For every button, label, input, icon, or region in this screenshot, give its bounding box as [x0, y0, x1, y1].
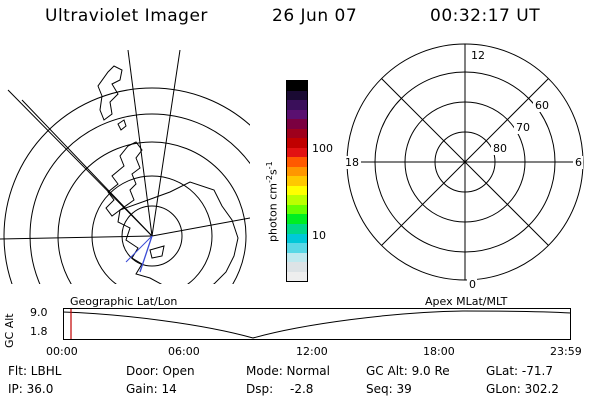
geographic-map — [0, 50, 250, 284]
label-bg — [491, 142, 508, 155]
geo-lat-circle — [91, 175, 213, 284]
dsp-label: Dsp: — [246, 382, 274, 396]
geo-meridian — [127, 50, 153, 237]
coastline-island — [117, 119, 127, 131]
colorbar-swatch — [287, 138, 307, 148]
colorbar-swatch — [287, 166, 307, 177]
coastline-antarctica — [117, 181, 239, 284]
door-readout: Door: Open — [126, 364, 195, 378]
colorbar-tick-label: 10 — [312, 229, 326, 242]
header-time: 00:32:17 UT — [430, 6, 541, 26]
colorbar — [286, 80, 308, 282]
colorbar-swatch — [287, 204, 307, 215]
colorbar-swatch — [287, 128, 307, 139]
timeline-y-label: GC Alt — [3, 313, 16, 348]
colorbar-swatch — [287, 147, 307, 158]
filter-readout: Flt: LBHL — [8, 364, 62, 378]
colorbar-swatch — [287, 109, 307, 120]
colorbar-swatch — [287, 223, 307, 234]
timeline-x-tick: 12:00 — [296, 345, 328, 358]
label-bg — [343, 156, 361, 169]
polar-meridian-diag — [381, 78, 549, 246]
timeline-y-tick: 1.8 — [30, 325, 48, 338]
colorbar-swatch — [287, 157, 307, 167]
timeline-x-tick: 18:00 — [423, 345, 455, 358]
geo-meridian — [0, 235, 153, 240]
mlt-label-0: 0 — [469, 278, 476, 291]
glon-readout: GLon: 302.2 — [486, 382, 559, 396]
coastline-antarctic-peninsula — [105, 141, 143, 217]
polar-caption: Apex MLat/MLT — [425, 295, 508, 308]
lat-label-80: 80 — [493, 142, 507, 155]
colorbar-swatch — [287, 271, 307, 282]
label-bg — [514, 121, 531, 134]
geo-lat-circle — [57, 141, 247, 284]
coastline-ice-shelf — [149, 245, 165, 259]
instrument-title: Ultraviolet Imager — [45, 6, 208, 26]
colorbar-swatch — [287, 119, 307, 129]
polar-plot: 12 18 6 0 60 70 80 — [343, 43, 584, 291]
geo-lat-circle — [121, 205, 183, 267]
mlt-label-18: 18 — [345, 156, 359, 169]
header-date: 26 Jun 07 — [272, 6, 358, 26]
coastline-south-america — [97, 65, 123, 121]
colorbar-swatch — [287, 100, 307, 110]
colorbar-swatch — [287, 195, 307, 205]
geo-meridian — [7, 89, 153, 237]
colorbar-swatch — [287, 90, 307, 101]
glat-readout: GLat: -71.7 — [486, 364, 553, 378]
spacecraft-track — [139, 235, 153, 273]
colorbar-swatch — [287, 233, 307, 244]
geo-caption: Geographic Lat/Lon — [70, 295, 178, 308]
geo-meridian — [151, 217, 250, 237]
geo-meridian — [151, 50, 181, 237]
colorbar-swatch — [287, 214, 307, 224]
mlt-label-6: 6 — [575, 156, 582, 169]
colorbar-swatch — [287, 81, 307, 91]
label-bg — [533, 99, 550, 112]
timeline-x-tick: 00:00 — [46, 345, 78, 358]
dsp-value: -2.8 — [290, 382, 314, 396]
colorbar-swatch — [287, 262, 307, 272]
geo-lat-circle — [3, 87, 250, 284]
label-bg — [469, 48, 487, 62]
colorbar-swatch — [287, 252, 307, 263]
colorbar-swatch — [287, 176, 307, 186]
seq-readout: Seq: 39 — [366, 382, 412, 396]
timeline-y-tick: 9.0 — [30, 306, 48, 319]
gc-alt-readout: GC Alt: 9.0 Re — [366, 364, 450, 378]
spacecraft-track — [125, 235, 153, 263]
colorbar-swatch — [287, 185, 307, 196]
colorbar-units: photon cm-2s-1 — [265, 161, 280, 242]
mode-readout: Mode: Normal — [246, 364, 330, 378]
altitude-curve — [62, 310, 572, 339]
label-bg — [573, 156, 583, 169]
colorbar-swatch — [287, 243, 307, 253]
timeline-x-tick: 06:00 — [168, 345, 200, 358]
timeline-frame — [63, 308, 571, 340]
colorbar-tick-label: 100 — [312, 142, 333, 155]
lat-label-70: 70 — [516, 121, 530, 134]
altitude-timeline — [62, 308, 572, 340]
label-bg — [467, 277, 477, 290]
lat-label-60: 60 — [535, 99, 549, 112]
mlt-label-12: 12 — [471, 49, 485, 62]
ip-readout: IP: 36.0 — [8, 382, 54, 396]
timeline-x-tick: 23:59 — [550, 345, 582, 358]
geo-lat-circle — [29, 113, 250, 284]
gain-readout: Gain: 14 — [126, 382, 177, 396]
